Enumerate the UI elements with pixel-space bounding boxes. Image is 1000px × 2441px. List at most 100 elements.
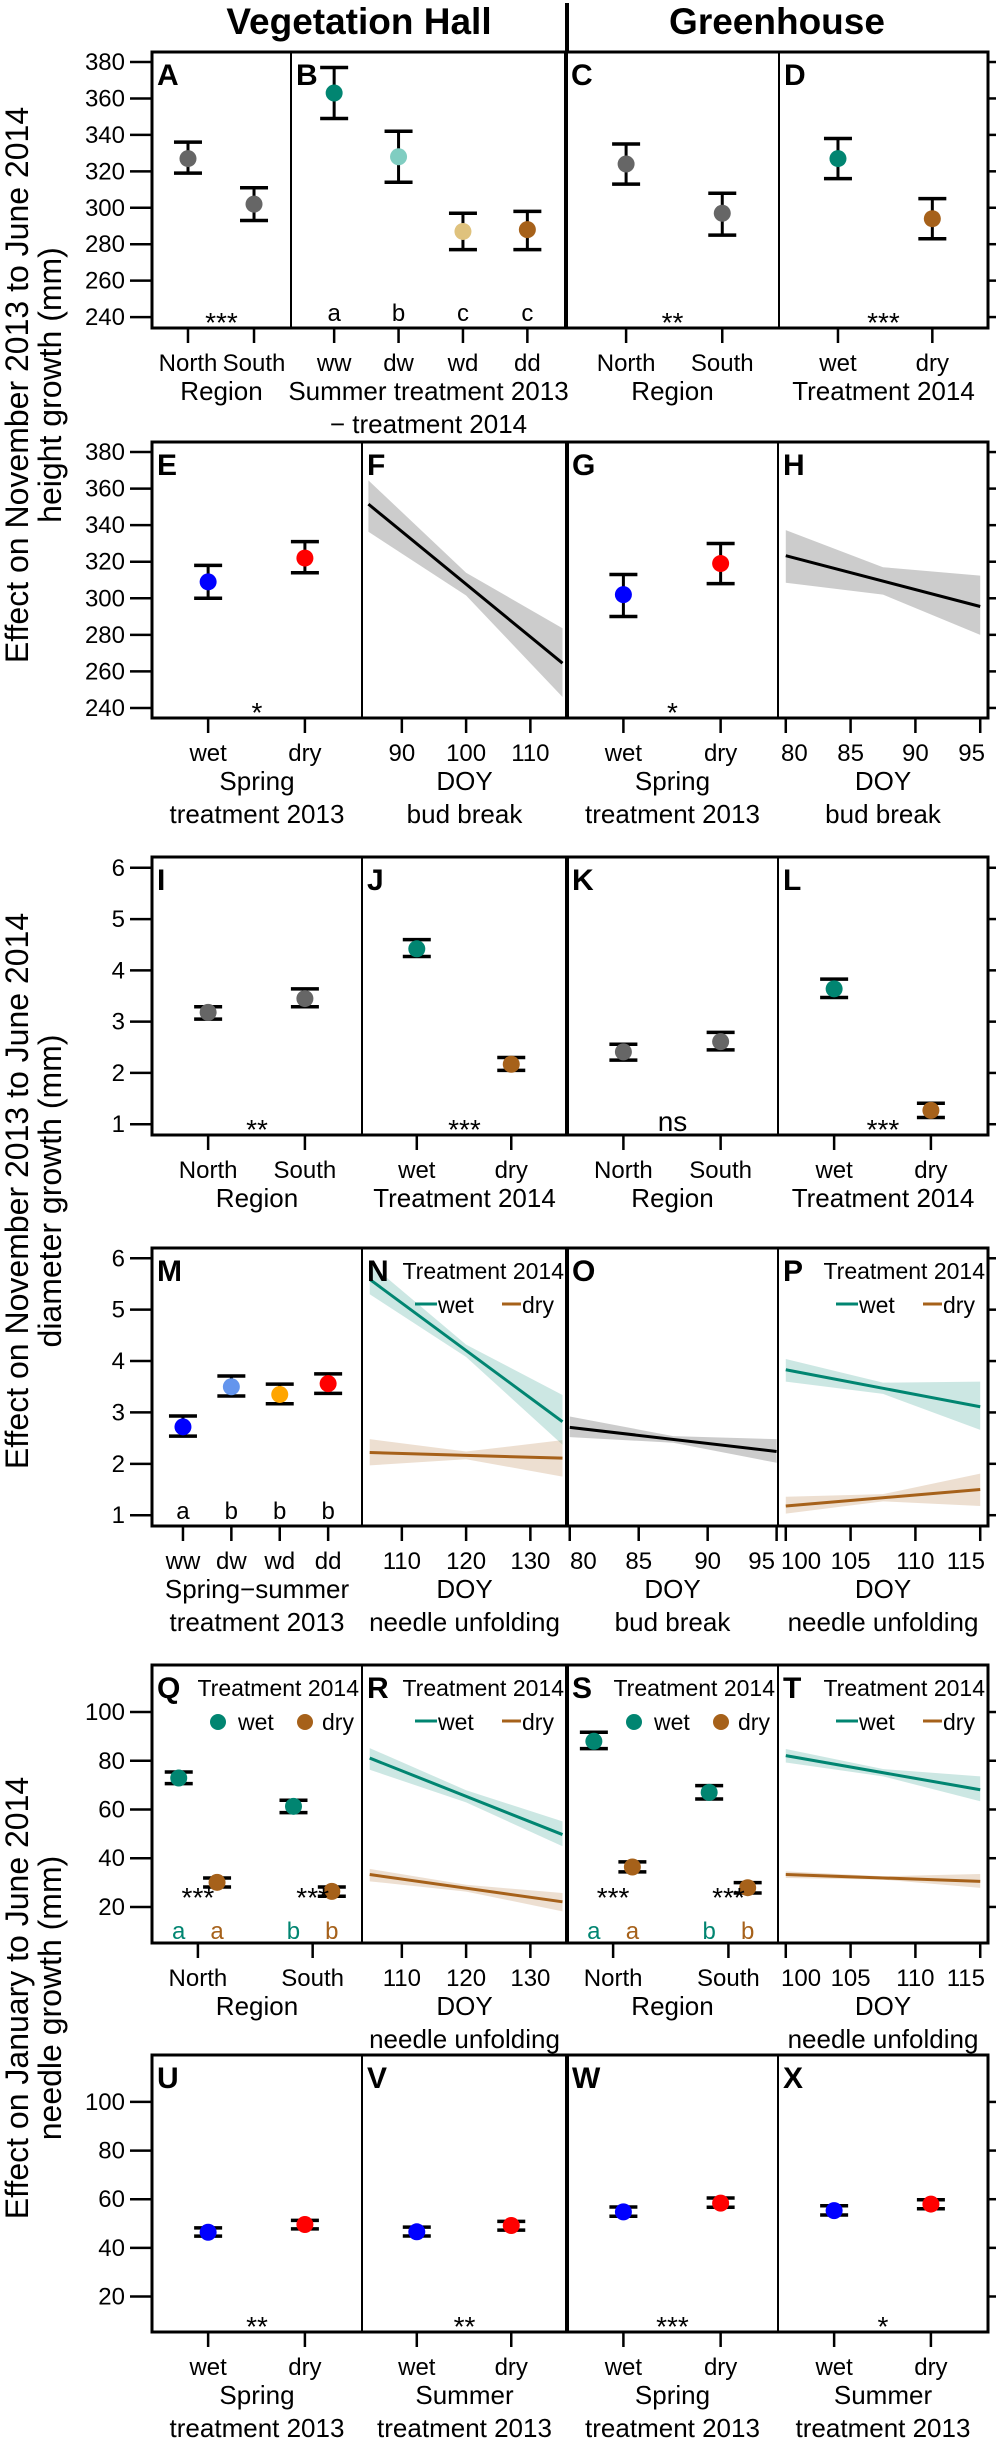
x-tick-label: wet bbox=[188, 2354, 227, 2381]
data-point bbox=[245, 195, 263, 213]
significance-label: *** bbox=[205, 307, 238, 338]
x-tick-label: dry bbox=[288, 2354, 321, 2381]
x-axis-title: − treatment 2014 bbox=[330, 409, 527, 439]
data-point bbox=[518, 221, 536, 239]
x-axis-title: Spring−summer bbox=[165, 1574, 350, 1604]
legend-marker-dry bbox=[713, 1714, 729, 1730]
y-tick-label: 80 bbox=[98, 1748, 125, 1775]
data-point bbox=[502, 1055, 520, 1073]
x-axis-title: DOY bbox=[436, 1574, 492, 1604]
panel-letter: E bbox=[157, 449, 177, 482]
group-letter: c bbox=[457, 300, 469, 327]
confidence-band-wet bbox=[785, 1358, 981, 1430]
panel-letter: H bbox=[783, 449, 805, 482]
legend-label: wet bbox=[858, 1292, 895, 1318]
data-point bbox=[319, 1375, 337, 1393]
y-tick-label: 4 bbox=[112, 957, 125, 984]
significance-label: ** bbox=[662, 307, 684, 338]
legend-label: dry bbox=[522, 1709, 554, 1735]
panel-letter: R bbox=[367, 1672, 389, 1705]
data-point bbox=[712, 2194, 730, 2212]
x-tick-label: 90 bbox=[902, 740, 929, 767]
plot-frame bbox=[150, 440, 990, 720]
legend-marker-wet bbox=[210, 1714, 226, 1730]
x-tick-label: wet bbox=[397, 1157, 436, 1184]
panel-V: wet dry ** V Summer treatment 2013 bbox=[367, 2062, 552, 2441]
panel-C: North South ** C Region bbox=[571, 59, 754, 406]
y-tick-label: 100 bbox=[85, 1699, 125, 1726]
significance-label: *** bbox=[182, 1882, 215, 1913]
data-point bbox=[700, 1783, 718, 1801]
x-axis-title: Spring bbox=[635, 766, 710, 796]
x-tick-label: North bbox=[159, 350, 218, 377]
panel-D: wet dry *** D Treatment 2014 bbox=[784, 59, 975, 406]
legend-label: dry bbox=[522, 1292, 554, 1318]
x-axis-title: treatment 2013 bbox=[170, 1607, 345, 1637]
data-point bbox=[296, 990, 314, 1008]
data-point bbox=[323, 1882, 341, 1900]
x-axis-title: treatment 2013 bbox=[170, 2413, 345, 2441]
panel-letter: A bbox=[157, 59, 179, 92]
x-tick-label: North bbox=[597, 350, 656, 377]
x-axis-title: Summer bbox=[834, 2380, 933, 2410]
data-point bbox=[408, 940, 426, 958]
legend-marker-dry bbox=[297, 1714, 313, 1730]
data-point bbox=[408, 2223, 426, 2241]
group-letter: b bbox=[321, 1498, 334, 1525]
y-tick-label: 380 bbox=[85, 439, 125, 466]
legend: Treatment 2014 wet dry bbox=[613, 1675, 775, 1735]
x-tick-label: 110 bbox=[383, 1548, 421, 1575]
panel-letter: B bbox=[296, 59, 318, 92]
data-point bbox=[739, 1879, 757, 1897]
panel-Q: North South *** *** a a b b Treatment 2014 wet dry… bbox=[157, 1672, 359, 2021]
regression-line-dry bbox=[369, 1451, 563, 1460]
x-axis-title: DOY bbox=[855, 1574, 911, 1604]
x-tick-label: dry bbox=[914, 2354, 947, 2381]
panel-J: wet dry *** J Treatment 2014 bbox=[367, 864, 556, 1213]
x-tick-label: dw bbox=[383, 350, 414, 377]
x-tick-label: 105 bbox=[831, 1965, 871, 1992]
x-tick-label: 100 bbox=[781, 1965, 821, 1992]
x-tick-label: North bbox=[179, 1157, 238, 1184]
x-tick-label: 90 bbox=[694, 1548, 721, 1575]
group-letter: b bbox=[287, 1918, 300, 1945]
panel-X: wet dry * X Summer treatment 2013 bbox=[783, 2062, 970, 2441]
panel-letter: K bbox=[572, 864, 594, 897]
legend: Treatment 2014 wet dry bbox=[197, 1675, 359, 1735]
panel-letter: S bbox=[572, 1672, 592, 1705]
x-tick-label: 110 bbox=[896, 1548, 934, 1575]
legend-title: Treatment 2014 bbox=[402, 1675, 564, 1701]
regression-line-dry bbox=[369, 1873, 563, 1904]
group-letter: a bbox=[327, 300, 341, 327]
legend-title: Treatment 2014 bbox=[197, 1675, 359, 1701]
plot-frame bbox=[150, 50, 990, 330]
y-title-line1: Effect on November 2013 to June 2014 bbox=[0, 107, 35, 663]
panel-I: North South** I Region bbox=[157, 864, 336, 1213]
x-tick-label: South bbox=[274, 1157, 337, 1184]
y-tick-label: 260 bbox=[85, 268, 125, 295]
data-point bbox=[208, 1873, 226, 1891]
legend-label: wet bbox=[237, 1709, 274, 1735]
group-letter: a bbox=[210, 1918, 224, 1945]
x-tick-label: wet bbox=[814, 1157, 853, 1184]
panel-letter: G bbox=[572, 449, 595, 482]
panel-L: wet dry *** L Treatment 2014 bbox=[783, 864, 974, 1213]
data-point bbox=[199, 573, 217, 591]
panel-A: North South *** A Region bbox=[157, 59, 285, 406]
legend-title: Treatment 2014 bbox=[613, 1675, 775, 1701]
x-axis-title: DOY bbox=[855, 766, 911, 796]
panel-letter: N bbox=[367, 1255, 389, 1288]
x-tick-label: 130 bbox=[510, 1965, 550, 1992]
data-point bbox=[923, 210, 941, 228]
x-tick-label: 85 bbox=[837, 740, 864, 767]
x-tick-label: South bbox=[689, 1157, 752, 1184]
x-axis-title: treatment 2013 bbox=[377, 2413, 552, 2441]
x-axis-title: treatment 2013 bbox=[585, 2413, 760, 2441]
data-point bbox=[623, 1858, 641, 1876]
